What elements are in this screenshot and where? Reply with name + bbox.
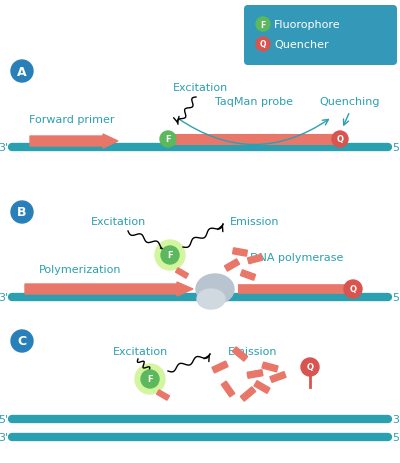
Text: Forward primer: Forward primer — [29, 115, 115, 125]
Bar — [248, 255, 262, 264]
Text: 5': 5' — [392, 143, 400, 153]
Text: Q: Q — [336, 135, 344, 144]
Bar — [176, 268, 188, 279]
Text: Polymerization: Polymerization — [39, 264, 121, 275]
Bar — [224, 259, 240, 271]
Text: F: F — [147, 375, 153, 384]
Circle shape — [135, 364, 165, 394]
Text: Emission: Emission — [228, 346, 278, 356]
Text: 3': 3' — [0, 292, 8, 302]
Circle shape — [332, 131, 348, 148]
Text: TaqMan probe: TaqMan probe — [215, 97, 293, 107]
Text: Quencher: Quencher — [274, 40, 329, 50]
Bar — [240, 387, 256, 401]
Text: F: F — [260, 20, 266, 30]
Text: B: B — [17, 206, 27, 219]
Circle shape — [155, 240, 185, 270]
Text: Fluorophore: Fluorophore — [274, 20, 341, 30]
Text: 3': 3' — [392, 414, 400, 424]
Bar — [247, 370, 263, 378]
Text: Excitation: Excitation — [172, 83, 228, 93]
Text: C: C — [18, 335, 26, 348]
Circle shape — [11, 201, 33, 224]
Text: Excitation: Excitation — [112, 346, 168, 356]
Bar — [232, 347, 248, 361]
Ellipse shape — [196, 275, 234, 304]
Circle shape — [301, 358, 319, 376]
Circle shape — [11, 330, 33, 352]
Circle shape — [344, 281, 362, 298]
Circle shape — [11, 61, 33, 83]
Circle shape — [161, 246, 179, 264]
Text: 5': 5' — [392, 292, 400, 302]
Text: 5': 5' — [392, 432, 400, 442]
FancyBboxPatch shape — [244, 6, 397, 66]
Text: F: F — [167, 251, 173, 260]
Ellipse shape — [197, 289, 225, 309]
Text: F: F — [165, 135, 171, 144]
Bar — [262, 363, 278, 372]
Text: Emission: Emission — [230, 217, 280, 226]
Text: A: A — [17, 65, 27, 78]
Bar — [156, 390, 170, 400]
Text: Q: Q — [306, 363, 314, 372]
Circle shape — [160, 131, 176, 148]
Circle shape — [256, 18, 270, 32]
Bar — [221, 382, 235, 397]
FancyArrow shape — [25, 282, 193, 296]
Text: Excitation: Excitation — [90, 217, 146, 226]
FancyArrow shape — [30, 135, 118, 149]
Text: 5': 5' — [0, 414, 8, 424]
Text: 3': 3' — [0, 432, 8, 442]
Bar — [270, 372, 286, 382]
Circle shape — [141, 370, 159, 388]
Text: DNA polymerase: DNA polymerase — [250, 252, 343, 263]
Text: Q: Q — [350, 285, 356, 294]
Circle shape — [256, 38, 270, 52]
Bar — [254, 381, 270, 394]
Bar — [232, 248, 248, 257]
Text: Q: Q — [260, 40, 266, 50]
Text: Quenching: Quenching — [320, 97, 380, 107]
Bar — [212, 361, 228, 373]
Bar — [240, 270, 256, 281]
Text: 3': 3' — [0, 143, 8, 153]
